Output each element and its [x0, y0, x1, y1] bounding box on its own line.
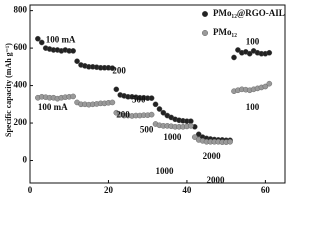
chart: Specific capacity (mAh g⁻¹) 020040060080…: [3, 4, 286, 196]
point: [35, 35, 41, 42]
legend-marker: [201, 10, 208, 17]
plot-frame: [29, 4, 286, 184]
point: [266, 80, 273, 87]
annotation: 1000: [163, 132, 182, 142]
point: [113, 86, 120, 93]
point: [235, 47, 241, 53]
point: [191, 134, 198, 140]
annotation: 2000: [203, 151, 222, 161]
point: [38, 39, 45, 46]
annotation: 100 mA: [46, 35, 76, 45]
point: [74, 58, 80, 65]
point: [148, 111, 155, 118]
y-tick-label: 800: [14, 5, 28, 15]
legend-label: PMo₁₂@RGO-AIL: [213, 8, 285, 18]
x-tick-label: 60: [261, 185, 271, 195]
point: [262, 83, 269, 90]
annotation: 500: [140, 125, 154, 135]
annotation: 2000: [207, 175, 226, 185]
point: [188, 118, 194, 124]
point: [156, 106, 163, 112]
point: [152, 101, 159, 108]
point: [148, 95, 155, 101]
x-tick-label: 0: [28, 185, 33, 195]
point: [109, 99, 116, 106]
annotation: 100 mA: [38, 102, 68, 112]
point: [70, 48, 76, 54]
point: [266, 49, 273, 56]
legend-label: PMo₁₂: [213, 27, 237, 37]
point: [188, 123, 194, 129]
y-tick-label: 200: [14, 117, 28, 127]
annotation: 100: [246, 102, 260, 112]
annotation: 200: [116, 110, 130, 120]
point: [231, 54, 237, 61]
legend-marker: [201, 30, 208, 37]
point: [246, 50, 253, 57]
annotation: 1000: [156, 166, 175, 176]
point: [195, 131, 202, 138]
x-tick-label: 20: [104, 185, 114, 195]
annotation: 100: [246, 37, 260, 47]
point: [109, 65, 116, 71]
y-axis-label: Specific capacity (mAh g⁻¹): [4, 43, 13, 137]
point: [70, 93, 76, 100]
annotation: 500: [132, 95, 146, 105]
x-tick-label: 40: [182, 185, 192, 195]
point: [227, 138, 233, 145]
annotation: 200: [112, 66, 126, 76]
y-tick-label: 0: [23, 155, 28, 165]
point: [160, 109, 167, 116]
y-tick-label: 600: [14, 42, 28, 52]
y-tick-label: 400: [14, 80, 28, 90]
